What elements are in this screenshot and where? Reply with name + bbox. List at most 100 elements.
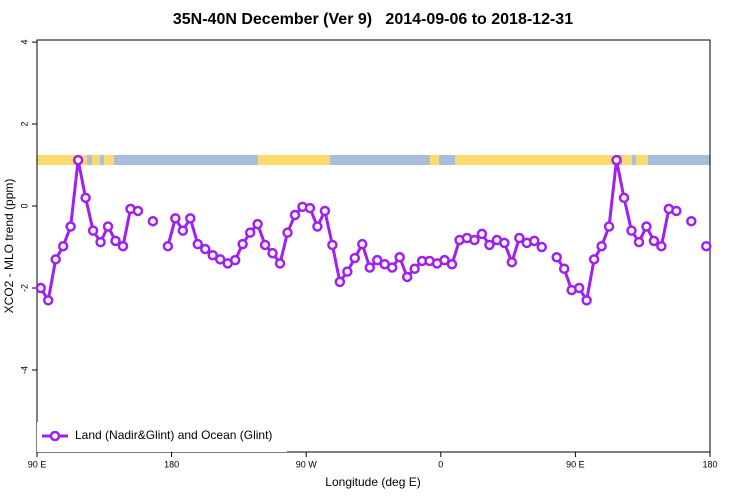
data-point bbox=[65, 221, 76, 232]
data-point bbox=[499, 237, 510, 249]
data-point bbox=[312, 221, 323, 232]
x-tick-label: 90 E bbox=[28, 459, 47, 469]
data-point bbox=[581, 295, 592, 306]
data-point bbox=[282, 227, 293, 238]
data-point bbox=[267, 247, 278, 259]
data-point bbox=[334, 276, 346, 288]
data-point bbox=[342, 266, 353, 277]
data-point bbox=[80, 192, 91, 204]
y-tick-label: -4 bbox=[19, 366, 29, 374]
data-point bbox=[110, 235, 121, 247]
land-band bbox=[37, 155, 87, 165]
data-point bbox=[200, 243, 211, 255]
data-point bbox=[409, 263, 420, 275]
data-point bbox=[132, 205, 144, 217]
chart-title: 35N-40N December (Ver 9) 2014-09-06 to 2… bbox=[173, 11, 573, 28]
ocean-band bbox=[37, 155, 710, 165]
data-point bbox=[304, 202, 316, 214]
data-point bbox=[274, 258, 286, 269]
y-tick-label: 4 bbox=[19, 40, 29, 45]
data-point bbox=[35, 282, 46, 294]
y-axis-label: XCO2 - MLO trend (ppm) bbox=[2, 179, 16, 314]
land-ocean-strip bbox=[37, 155, 710, 165]
data-point bbox=[371, 254, 383, 266]
data-point bbox=[476, 228, 488, 240]
data-point bbox=[671, 205, 682, 217]
data-point bbox=[551, 252, 562, 263]
data-point bbox=[349, 252, 361, 264]
land-band bbox=[636, 155, 648, 165]
data-point bbox=[319, 205, 331, 217]
data-point bbox=[214, 254, 226, 265]
data-point bbox=[588, 254, 600, 265]
data-point bbox=[289, 209, 301, 221]
x-tick-label: 180 bbox=[702, 459, 717, 469]
data-point bbox=[72, 154, 84, 166]
y-tick-label: -2 bbox=[19, 284, 29, 292]
x-tick-label: 180 bbox=[164, 459, 179, 469]
y-tick-label: 0 bbox=[19, 204, 29, 209]
data-point bbox=[87, 225, 99, 236]
data-point bbox=[386, 262, 398, 273]
data-point bbox=[50, 254, 61, 265]
data-point bbox=[611, 154, 622, 166]
legend-label: Land (Nadir&Glint) and Ocean (Glint) bbox=[75, 428, 272, 442]
data-point bbox=[259, 239, 271, 251]
data-point bbox=[701, 240, 712, 252]
data-point bbox=[686, 215, 697, 227]
data-point bbox=[177, 225, 189, 236]
plot-frame bbox=[36, 39, 711, 453]
data-point bbox=[185, 213, 196, 224]
data-point bbox=[596, 240, 607, 252]
data-point bbox=[446, 258, 458, 270]
x-tick-label: 0 bbox=[438, 459, 443, 469]
data-point bbox=[147, 215, 159, 227]
data-point bbox=[633, 236, 645, 248]
data-point bbox=[244, 227, 256, 238]
data-point bbox=[170, 213, 181, 224]
data-point bbox=[357, 238, 368, 250]
data-point bbox=[484, 239, 495, 251]
data-point bbox=[192, 238, 204, 250]
data-point bbox=[102, 221, 114, 232]
data-point bbox=[57, 240, 69, 252]
data-point bbox=[439, 254, 450, 266]
land-band bbox=[455, 155, 615, 165]
legend bbox=[37, 422, 287, 452]
data-point bbox=[656, 240, 667, 252]
data-point bbox=[162, 240, 174, 252]
data-point bbox=[648, 235, 660, 247]
land-band bbox=[104, 155, 114, 165]
y-tick-label: 2 bbox=[19, 122, 29, 127]
data-point bbox=[536, 241, 547, 253]
land-band bbox=[258, 155, 330, 165]
legend-marker bbox=[49, 430, 61, 442]
data-point bbox=[207, 249, 218, 261]
land-band bbox=[430, 155, 439, 165]
data-point bbox=[229, 254, 241, 266]
data-point bbox=[529, 235, 540, 247]
data-point bbox=[42, 295, 54, 306]
data-point bbox=[626, 225, 637, 236]
land-band bbox=[622, 155, 632, 165]
data-point bbox=[506, 256, 518, 268]
data-point bbox=[237, 238, 248, 250]
data-point bbox=[603, 221, 615, 232]
data-point bbox=[394, 252, 405, 263]
data-point bbox=[252, 218, 263, 230]
data-point bbox=[641, 221, 652, 232]
land-band bbox=[92, 155, 100, 165]
x-tick-label: 90 W bbox=[296, 459, 318, 469]
data-point bbox=[618, 192, 630, 204]
data-point bbox=[401, 271, 413, 283]
data-point bbox=[364, 262, 376, 273]
data-point bbox=[573, 282, 585, 294]
data-point bbox=[327, 239, 338, 251]
data-point bbox=[558, 263, 570, 275]
data-point bbox=[117, 240, 129, 252]
x-tick-label: 90 E bbox=[566, 459, 585, 469]
x-axis-label: Longitude (deg E) bbox=[325, 475, 420, 489]
data-point bbox=[95, 236, 106, 248]
data-point bbox=[514, 232, 525, 244]
